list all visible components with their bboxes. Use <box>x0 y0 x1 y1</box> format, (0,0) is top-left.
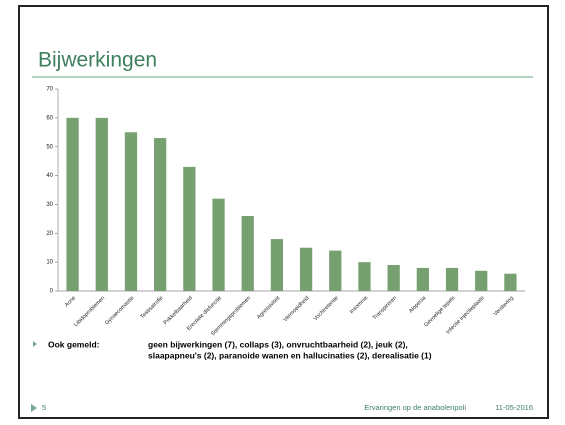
bar <box>270 239 284 291</box>
bar <box>241 215 254 291</box>
y-tick-label: 60 <box>46 115 53 121</box>
y-tick-label: 40 <box>46 173 53 179</box>
slide-title: Bijwerkingen <box>38 49 157 72</box>
bar <box>445 267 459 291</box>
note-label: Ook gemeld: <box>48 339 100 349</box>
bar <box>154 138 167 291</box>
y-tick-label: 50 <box>46 144 53 150</box>
y-tick-label: 20 <box>46 231 53 237</box>
bar <box>183 166 196 291</box>
bar <box>212 198 225 291</box>
bar <box>387 265 400 291</box>
note-line: geen bijwerkingen (7), collaps (3), onvr… <box>148 339 408 349</box>
bar <box>329 250 342 291</box>
bullet <box>33 341 37 347</box>
bar <box>416 267 429 291</box>
y-tick-label: 10 <box>46 260 53 266</box>
bar <box>124 132 138 291</box>
y-tick-label: 30 <box>46 202 53 208</box>
bar <box>358 262 371 291</box>
footer-marker <box>31 404 37 412</box>
bar <box>95 117 108 291</box>
bar <box>475 270 488 291</box>
bar <box>66 117 79 291</box>
bar <box>504 273 517 291</box>
footer-date: 11-05-2016 <box>495 403 533 412</box>
y-tick-label: 70 <box>46 87 53 93</box>
note-line: slaapapneu's (2), paranoide wanen en hal… <box>148 350 432 360</box>
footer-text: Ervaringen op de anabolenpoli <box>364 403 466 412</box>
page-number: 5 <box>42 403 46 412</box>
y-tick-label: 0 <box>50 289 54 295</box>
bar <box>299 247 313 291</box>
